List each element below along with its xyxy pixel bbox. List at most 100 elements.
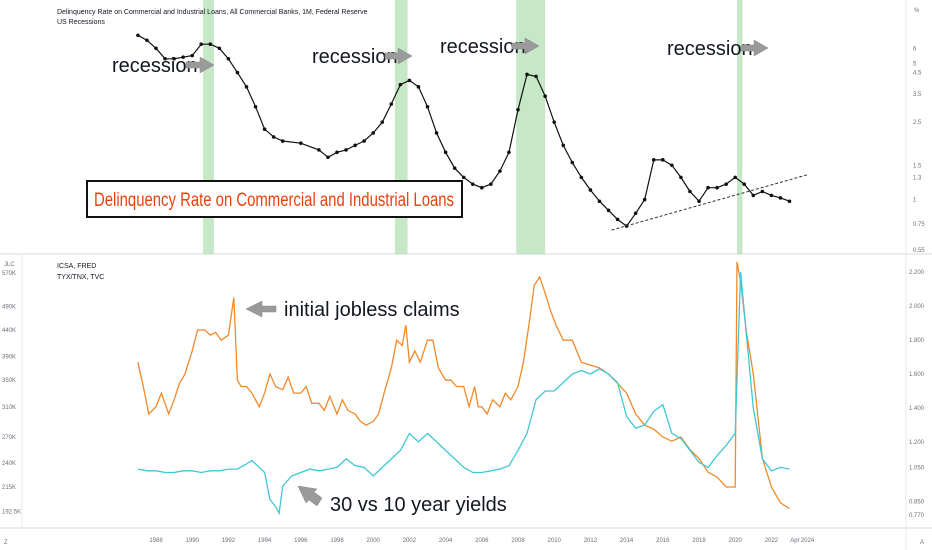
delinquency-point [280,139,285,143]
percent-symbol: % [914,8,920,14]
x-tick-label: 2020 [729,538,743,544]
x-tick-label: 1988 [149,538,163,544]
delinquency-point [271,135,276,139]
arrow-icon [185,56,215,74]
delinquency-point [443,150,448,155]
claims-ytick-label: 390K [2,354,16,360]
delinquency-point [452,166,457,170]
ratio-ytick-label: 1.200 [909,440,925,446]
top-ytick-label: 0.75 [913,222,925,228]
x-tick-label: 2004 [439,538,453,544]
delinquency-point [299,141,303,145]
delinquency-point [389,102,394,106]
delinquency-point [362,139,366,143]
ratio-ytick-label: 2.200 [909,270,925,276]
chart-title: Delinquency Rate on Commercial and Indus… [57,9,368,16]
delinquency-point [163,56,167,61]
claims-ytick-label: 440K [2,328,16,334]
delinquency-point [516,107,520,112]
x-tick-label: 2008 [511,538,525,544]
delinquency-point [534,74,538,79]
delinquency-point [326,155,330,160]
delinquency-point [226,56,231,61]
x-tick-label: 1998 [330,538,344,544]
auto-scale-glyph[interactable]: A [920,540,924,546]
top-ytick-label: 0.55 [913,248,925,254]
x-tick-label: 2022 [765,538,779,544]
top-ytick-label: 4.5 [913,71,922,77]
boxed-title-frame [86,180,463,218]
delinquency-point [461,175,466,180]
delinquency-point [480,185,484,190]
delinquency-point [380,120,385,124]
delinquency-point [262,127,267,132]
top-y-axis: 6 5 4.5 3.5 2.5 1.5 1.3 1 0.75 0.55 [913,46,925,254]
trendline-dashed [611,174,808,231]
ratio-ytick-label: 1.800 [909,338,925,344]
delinquency-point [190,53,194,58]
delinquency-point [407,78,412,83]
delinquency-point [760,189,765,194]
x-tick-label: Apr [790,538,799,544]
delinquency-point [498,169,502,173]
delinquency-point [579,175,584,180]
x-tick-label: 1990 [186,538,200,544]
delinquency-point [353,143,357,148]
yield-ratio-line [137,272,790,516]
delinquency-point [172,56,176,61]
delinquency-point [217,46,222,51]
delinquency-point [371,131,376,135]
x-tick-label: 1994 [258,538,272,544]
delinquency-point [787,199,792,204]
delinquency-point [724,182,728,186]
delinquency-point [335,150,339,155]
delinquency-point [633,211,638,216]
delinquency-point [543,94,547,99]
claims-ytick-label: 215K [2,485,16,491]
delinquency-point [733,175,737,180]
claims-ytick-label: 270K [2,435,16,441]
series-label-yields: TYX/TNX, TVC [57,274,104,281]
annotation-recession-3: recession [440,36,526,58]
x-tick-label: 2000 [367,538,381,544]
delinquency-point [199,42,204,46]
claims-ytick-label: 240K [2,461,16,467]
bottom-y-axes: 570K 490K 440K 390K 350K 310K 270K 240K 215K 192.… [2,270,925,519]
arrow-icon [384,47,413,65]
delinquency-point [244,85,249,89]
delinquency-point [507,150,511,155]
x-tick-label: 2006 [475,538,489,544]
annotation-recession-1: recession [112,55,198,77]
top-ytick-label: 1 [913,198,917,204]
delinquency-point [235,70,240,75]
annotation-recession-2: recession [312,46,398,68]
delinquency-point [642,197,647,202]
delinquency-point [597,199,602,204]
delinquency-point [434,131,439,135]
x-axis: 1988 1990 1992 1994 1996 1998 2000 2002 2004 2006… [149,538,815,544]
timezone-glyph[interactable]: Z [4,540,8,546]
delinquency-point [742,182,747,186]
delinquency-point [606,208,611,213]
claims-line [137,261,790,510]
delinquency-point [679,175,683,180]
delinquency-point [751,193,756,198]
top-ytick-label: 5 [913,62,917,68]
delinquency-point [715,185,719,190]
x-tick-label: 2010 [548,538,562,544]
delinquency-point [181,55,185,59]
delinquency-point [525,72,529,77]
annotation-jobless-claims: initial jobless claims [284,299,460,321]
delinquency-point [398,82,403,87]
delinquency-point [661,158,665,162]
claims-ytick-label: 570K [2,271,16,277]
top-ytick-label: 1.5 [913,163,922,169]
delinquency-point [136,33,140,38]
delinquency-point [561,143,566,148]
claims-ytick-label: 350K [2,378,16,384]
top-ytick-label: 6 [913,46,917,52]
delinquency-point [778,196,783,200]
ratio-ytick-label: 0.770 [909,513,925,519]
